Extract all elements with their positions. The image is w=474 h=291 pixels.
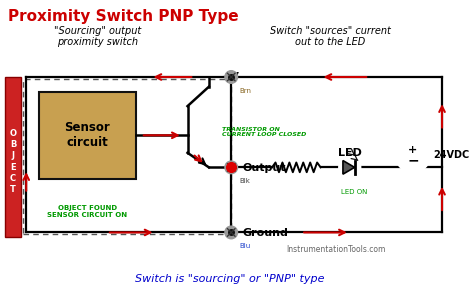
- Polygon shape: [343, 161, 355, 174]
- Text: LED ON: LED ON: [341, 189, 368, 195]
- Bar: [23, 79, 231, 234]
- Text: Blu: Blu: [239, 243, 250, 249]
- Text: Brn: Brn: [239, 88, 251, 94]
- Text: Proximity Switch PNP Type: Proximity Switch PNP Type: [8, 9, 238, 24]
- Text: O
B
J
E
C
T: O B J E C T: [9, 129, 17, 194]
- Text: OBJECT FOUND
SENSOR CIRCUIT ON: OBJECT FOUND SENSOR CIRCUIT ON: [47, 205, 128, 218]
- Text: "Sourcing" output
proximity switch: "Sourcing" output proximity switch: [54, 26, 141, 47]
- Bar: [5, 77, 21, 237]
- Text: Ground: Ground: [243, 228, 289, 237]
- Text: Sensor
circuit: Sensor circuit: [64, 121, 110, 149]
- Text: −: −: [407, 154, 419, 168]
- Text: LED: LED: [338, 148, 362, 158]
- Text: Output: Output: [243, 162, 286, 173]
- Text: TRANSISTOR ON
CURRENT LOOP CLOSED: TRANSISTOR ON CURRENT LOOP CLOSED: [221, 127, 306, 137]
- Text: Blk: Blk: [239, 178, 250, 184]
- Text: Switch is "sourcing" or "PNP" type: Switch is "sourcing" or "PNP" type: [136, 274, 325, 284]
- Text: Switch "sources" current
out to the LED: Switch "sources" current out to the LED: [270, 26, 391, 47]
- Circle shape: [225, 226, 237, 239]
- Circle shape: [339, 157, 360, 178]
- Text: InstrumentationTools.com: InstrumentationTools.com: [287, 245, 386, 254]
- Text: +V: +V: [222, 72, 240, 82]
- Bar: [39, 92, 136, 179]
- Text: +: +: [408, 145, 418, 155]
- Circle shape: [225, 161, 237, 174]
- Circle shape: [395, 137, 430, 172]
- Circle shape: [225, 71, 237, 83]
- Text: 24VDC: 24VDC: [433, 150, 470, 160]
